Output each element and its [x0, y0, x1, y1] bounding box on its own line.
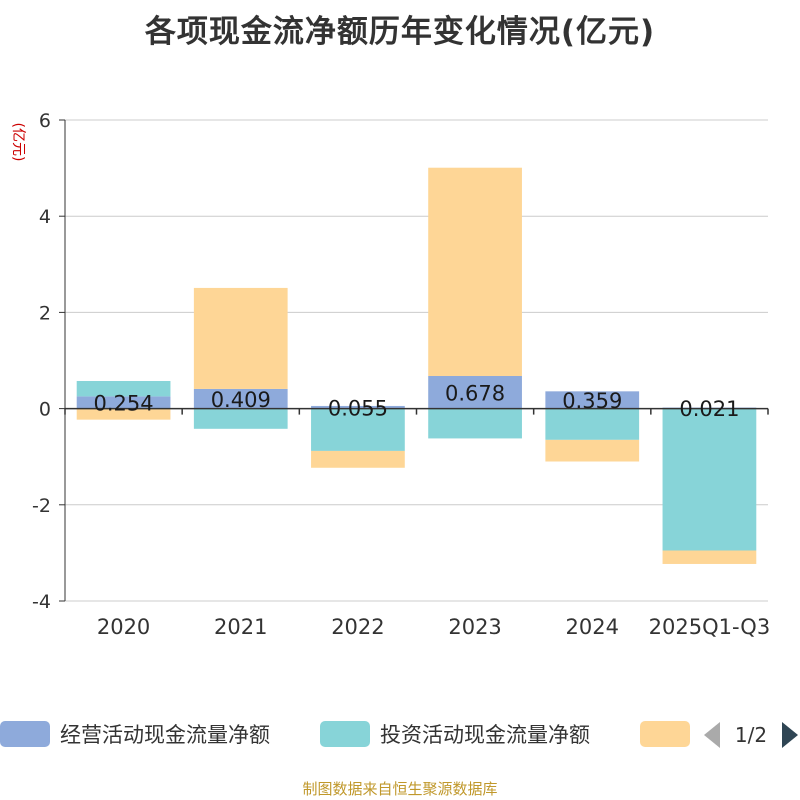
- bar-series-2-2024: [545, 439, 640, 462]
- legend[interactable]: 经营活动现金流量净额 投资活动现金流量净额 1/2: [0, 721, 798, 748]
- legend-swatch[interactable]: [320, 721, 370, 747]
- bar-series-0-2023: [428, 375, 522, 409]
- data-label: 0.055: [328, 396, 388, 420]
- bar-series-0-2024: [545, 391, 640, 409]
- pager-label: 1/2: [735, 723, 767, 747]
- y-tick-label: 0: [39, 399, 51, 421]
- x-tick-label: 2020: [97, 615, 150, 639]
- bar-series-1-2024: [545, 408, 640, 440]
- bar-series-2-2020: [76, 408, 171, 420]
- bar-series-0-2020: [76, 396, 171, 409]
- bar-series-2-2023: [428, 167, 522, 376]
- bar-series-2-2022: [311, 450, 405, 468]
- data-labels: 0.254 0.409 0.055 0.678 0.359 0.021: [94, 381, 740, 421]
- data-label: 0.021: [679, 397, 739, 421]
- x-tick-label: 2023: [448, 615, 501, 639]
- y-axis-label: (亿元): [10, 123, 26, 162]
- y-tick-label: 6: [39, 110, 51, 132]
- x-tick-label: 2025Q1-Q3: [649, 615, 771, 639]
- bar-series-1-2022: [311, 408, 405, 451]
- x-tick-label: 2024: [566, 615, 619, 639]
- data-label: 0.409: [211, 388, 271, 412]
- legend-swatch[interactable]: [0, 721, 50, 747]
- x-tick-label: 2021: [214, 615, 267, 639]
- legend-label[interactable]: 投资活动现金流量净额: [380, 723, 590, 747]
- bar-series-1-2020: [76, 380, 171, 397]
- chart-title: 各项现金流净额历年变化情况(亿元): [144, 14, 656, 50]
- bar-series-1-2021: [193, 408, 288, 429]
- y-tick-label: 2: [39, 302, 51, 324]
- legend-swatch[interactable]: [640, 721, 690, 747]
- axes: -4 -2 0 2 4 6 (亿元) 2020 2021 2022 2023 2024 2025Q1-Q…: [10, 110, 770, 639]
- bar-series-2-2025Q1-Q3: [662, 550, 757, 564]
- bar-series-1-2025Q1-Q3: [662, 408, 757, 551]
- bar-series-1-2023: [428, 408, 522, 439]
- bar-series-2-2021: [193, 287, 288, 389]
- pager-prev-icon[interactable]: [704, 722, 720, 748]
- pager-next-icon[interactable]: [782, 722, 798, 748]
- bar-series-0-2021: [193, 388, 288, 409]
- data-label: 0.254: [94, 391, 154, 415]
- bar-series-0-2022: [311, 405, 405, 409]
- y-tick-label: -4: [32, 591, 51, 613]
- y-tick-label: -2: [32, 495, 51, 517]
- data-label: 0.359: [562, 389, 622, 413]
- y-tick-label: 4: [39, 206, 51, 228]
- data-label: 0.678: [445, 381, 505, 405]
- x-tick-label: 2022: [331, 615, 384, 639]
- legend-label[interactable]: 经营活动现金流量净额: [60, 723, 270, 747]
- bar-group: [76, 167, 757, 564]
- source-footer: 制图数据来自恒生聚源数据库: [302, 780, 498, 798]
